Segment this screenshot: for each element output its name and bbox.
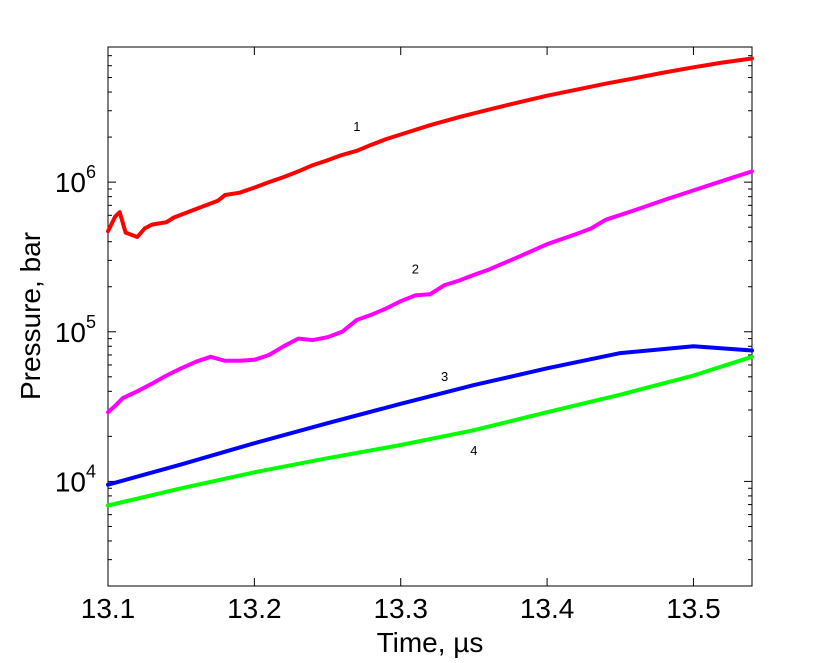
series-label-4: 4 [470, 443, 477, 458]
x-axis-title: Time, µs [377, 627, 484, 658]
series-line-3 [106, 344, 754, 487]
y-tick-label: 105 [55, 312, 96, 348]
series-label-1: 1 [353, 119, 360, 134]
series-line-4 [106, 354, 754, 508]
series-line-2 [106, 169, 754, 415]
y-axis-title: Pressure, bar [15, 232, 46, 400]
tick-marks [107, 46, 752, 587]
x-tick-label: 13.3 [373, 593, 428, 624]
series-lines [106, 56, 754, 508]
x-tick-label: 13.5 [666, 593, 721, 624]
series-line-1 [106, 56, 754, 239]
x-tick-label: 13.4 [520, 593, 575, 624]
y-tick-label: 104 [55, 461, 96, 497]
tick-labels: 13.1 13.2 13.3 13.4 13.5 104 105 106 1 2 3 4 [55, 119, 721, 624]
x-tick-label: 13.2 [227, 593, 282, 624]
series-label-2: 2 [412, 262, 419, 277]
series-label-3: 3 [441, 369, 448, 384]
y-tick-label: 106 [55, 162, 96, 198]
x-tick-label: 13.1 [81, 593, 136, 624]
plot-area [107, 46, 753, 587]
